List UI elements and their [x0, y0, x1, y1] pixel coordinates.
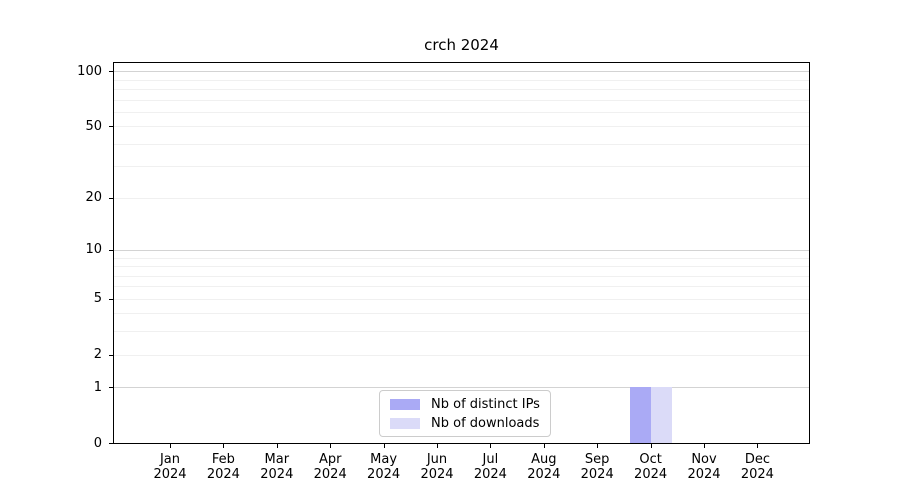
gridline-minor: [114, 99, 809, 101]
y-tick-mark: [109, 298, 113, 300]
chart-title: crch 2024: [424, 36, 499, 54]
y-tick-label: 20: [85, 190, 102, 206]
gridline-minor: [114, 89, 809, 91]
legend-swatch-downloads: [390, 417, 420, 429]
bar-distinct-ips: [629, 387, 651, 443]
legend-swatch-distinct-ips: [390, 398, 420, 410]
gridline-major: [114, 249, 809, 251]
y-tick-label: 50: [85, 118, 102, 134]
gridline-minor: [114, 313, 809, 315]
x-tick-mark: [650, 444, 652, 448]
x-tick-label: Jan 2024: [153, 452, 187, 482]
gridline-minor: [114, 126, 809, 128]
gridline-minor: [114, 143, 809, 145]
x-tick-label: Sep 2024: [580, 452, 614, 482]
y-tick-label: 10: [85, 242, 102, 258]
y-tick-label: 2: [93, 347, 102, 362]
x-tick-label: Aug 2024: [527, 452, 561, 482]
legend-item-distinct-ips: Nb of distinct IPs: [390, 396, 540, 412]
y-tick-mark: [109, 126, 113, 128]
x-tick-label: Oct 2024: [634, 452, 668, 482]
x-tick-mark: [330, 444, 332, 448]
y-tick-label: 0: [93, 435, 102, 451]
x-tick-label: Nov 2024: [687, 452, 721, 482]
gridline-minor: [114, 166, 809, 168]
y-tick-mark: [109, 71, 113, 73]
x-tick-label: Jul 2024: [473, 452, 507, 482]
legend: Nb of distinct IPs Nb of downloads: [379, 390, 551, 437]
x-tick-label: May 2024: [367, 452, 401, 482]
x-tick-mark: [757, 444, 759, 448]
gridline-minor: [114, 331, 809, 333]
x-tick-label: Apr 2024: [313, 452, 347, 482]
x-tick-mark: [597, 444, 599, 448]
y-tick-mark: [109, 443, 113, 444]
gridline-minor: [114, 354, 809, 356]
x-tick-mark: [437, 444, 438, 448]
gridline-minor: [114, 79, 809, 81]
legend-item-downloads: Nb of downloads: [390, 415, 540, 431]
gridline-minor: [114, 257, 809, 259]
gridline-major: [114, 387, 809, 389]
x-tick-label: Dec 2024: [740, 452, 774, 482]
legend-label-downloads: Nb of downloads: [431, 415, 540, 431]
y-tick-label: 1: [93, 379, 102, 395]
x-tick-label: Feb 2024: [206, 452, 240, 482]
x-tick-mark: [490, 444, 492, 448]
gridline-minor: [114, 298, 809, 300]
x-tick-label: Mar 2024: [260, 452, 294, 482]
plot-area: [113, 62, 810, 444]
legend-label-distinct-ips: Nb of distinct IPs: [431, 396, 540, 412]
gridline-minor: [114, 275, 809, 277]
x-tick-mark: [383, 444, 385, 448]
gridline-minor: [114, 266, 809, 267]
x-tick-mark: [704, 444, 705, 448]
y-tick-mark: [109, 197, 113, 199]
x-tick-label: Jun 2024: [420, 452, 454, 482]
gridline-minor: [114, 197, 809, 199]
gridline-minor: [114, 286, 809, 288]
y-tick-label: 5: [93, 291, 102, 307]
y-tick-mark: [109, 387, 113, 389]
x-tick-mark: [223, 444, 225, 448]
gridline-minor: [114, 111, 809, 113]
y-tick-mark: [109, 354, 113, 356]
x-tick-mark: [276, 444, 278, 448]
bar-downloads: [650, 387, 672, 443]
x-tick-mark: [543, 444, 545, 448]
y-tick-mark: [109, 249, 113, 251]
gridline-major: [114, 71, 809, 73]
x-tick-mark: [170, 444, 171, 448]
y-tick-label: 100: [77, 63, 102, 79]
